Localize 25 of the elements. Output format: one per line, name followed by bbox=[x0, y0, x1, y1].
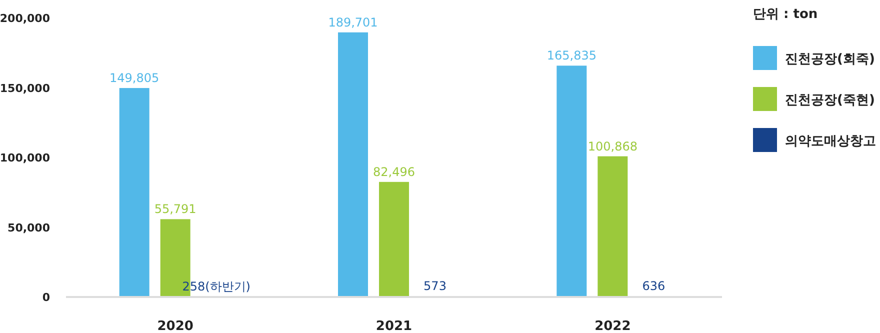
bar bbox=[119, 88, 150, 297]
legend-title: 단위 : ton bbox=[753, 7, 818, 22]
data-label: 82,496 bbox=[373, 164, 415, 179]
legend-label: 의약도매상창고 bbox=[785, 134, 876, 149]
bar bbox=[379, 182, 409, 297]
y-tick-label: 0 bbox=[42, 291, 50, 304]
data-label: 165,835 bbox=[546, 48, 596, 63]
data-label: 55,791 bbox=[154, 202, 196, 216]
data-label: 573 bbox=[424, 279, 446, 294]
bar bbox=[338, 32, 368, 297]
data-label: 189,701 bbox=[328, 15, 378, 30]
y-tick-label: 100,000 bbox=[0, 152, 50, 164]
bar bbox=[598, 156, 628, 297]
y-tick-label: 150,000 bbox=[0, 82, 50, 95]
bar bbox=[556, 66, 587, 297]
legend-label: 진천공장(죽현) bbox=[785, 93, 875, 108]
data-label: 149,805 bbox=[110, 71, 160, 86]
legend-label: 진천공장(회죽) bbox=[785, 52, 875, 67]
x-tick-label: 2020 bbox=[157, 319, 194, 333]
data-label: 100,868 bbox=[588, 139, 638, 154]
data-label: 636 bbox=[642, 279, 666, 294]
x-tick-label: 2021 bbox=[376, 319, 412, 333]
x-tick-label: 2022 bbox=[594, 319, 631, 333]
y-tick-label: 50,000 bbox=[8, 221, 50, 234]
y-tick-label: 200,000 bbox=[0, 12, 50, 25]
